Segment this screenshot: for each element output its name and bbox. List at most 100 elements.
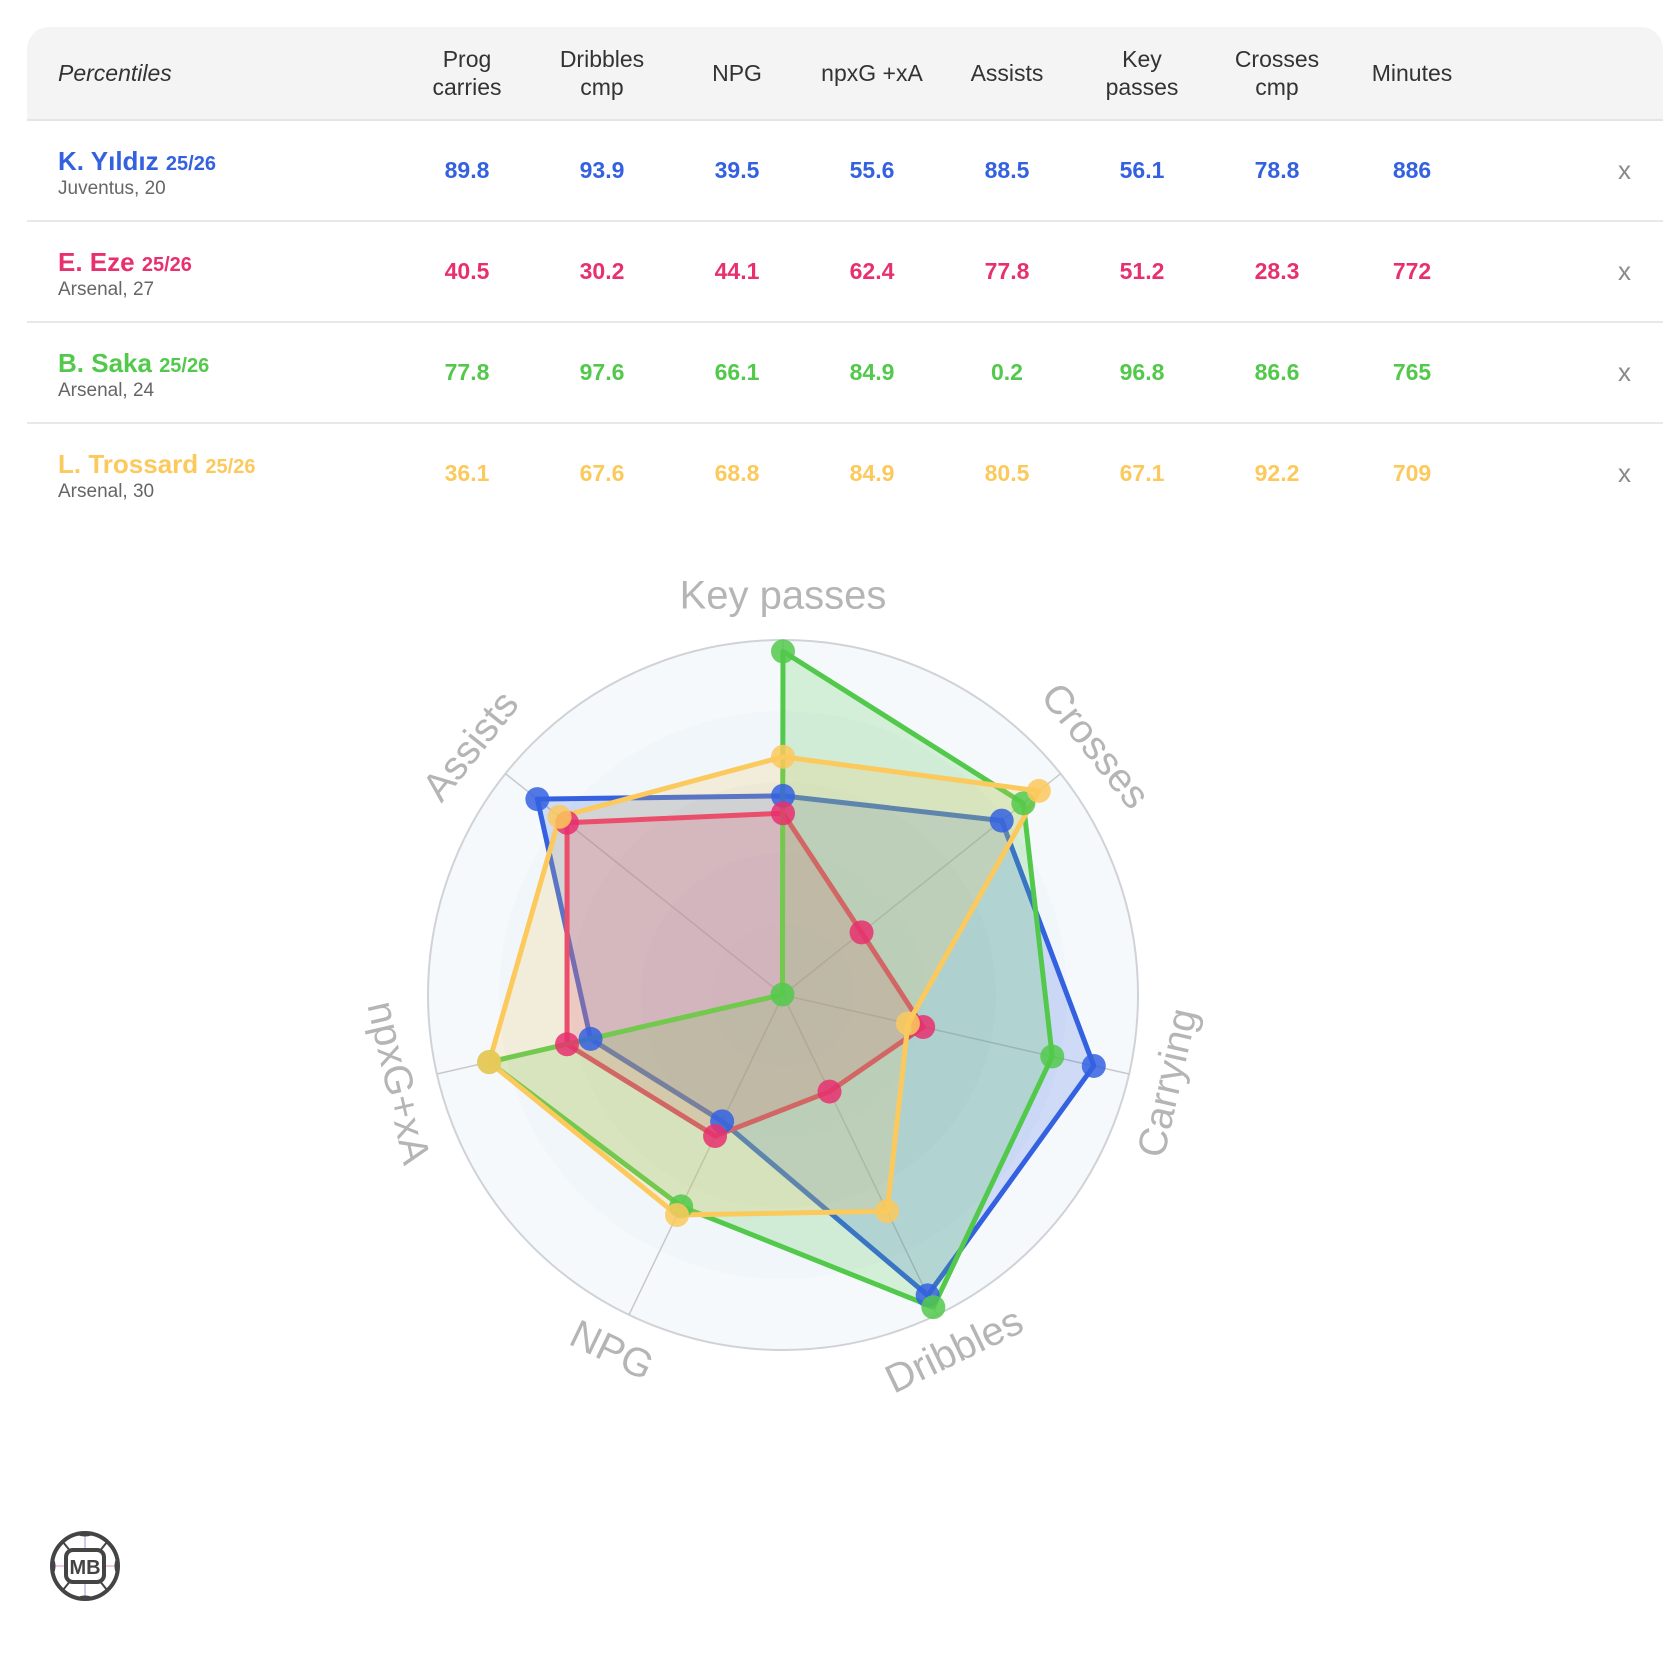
table-body: K. Yıldız 25/26 Juventus, 20 89.8 93.9 39.5 5… <box>27 121 1663 523</box>
column-header-label: Minutes <box>1371 60 1453 86</box>
column-header-label: npxG +xA <box>821 60 923 86</box>
column-header-minutes[interactable]: Minutes <box>1342 27 1482 119</box>
stat-value: 39.5 <box>714 157 760 183</box>
data-point[interactable] <box>875 1199 900 1224</box>
stat-value: 36.1 <box>444 460 490 486</box>
stat-value: 96.8 <box>1119 359 1165 385</box>
data-point[interactable] <box>665 1203 690 1228</box>
season-badge: 25/26 <box>205 456 256 478</box>
radar-chart: Key passes Crosses Carrying Dribbles NPG npxG… <box>0 560 1680 1520</box>
player-info[interactable]: L. Trossard 25/26 Arsenal, 30 <box>58 450 255 503</box>
stat-value: 77.8 <box>444 359 490 385</box>
player-info[interactable]: E. Eze 25/26 Arsenal, 27 <box>58 248 192 301</box>
data-point[interactable] <box>771 639 795 664</box>
player-name[interactable]: K. Yıldız 25/26 <box>58 146 216 176</box>
player-info[interactable]: B. Saka 25/26 Arsenal, 24 <box>58 349 209 402</box>
column-header-label: Prog carries <box>432 46 502 100</box>
series-area <box>534 793 1097 1298</box>
stat-value: 68.8 <box>714 460 760 486</box>
table-row: K. Yıldız 25/26 Juventus, 20 89.8 93.9 39.5 5… <box>27 121 1663 222</box>
column-header-npg[interactable]: NPG <box>667 27 807 119</box>
data-point[interactable] <box>547 804 572 829</box>
player-name[interactable]: B. Saka 25/26 <box>58 348 210 378</box>
table-row: B. Saka 25/26 Arsenal, 24 77.8 97.6 66.1 84.9… <box>27 323 1663 424</box>
stat-value: 30.2 <box>579 258 625 284</box>
stat-value: 86.6 <box>1254 359 1300 385</box>
data-point[interactable] <box>1026 778 1051 803</box>
data-point[interactable] <box>525 787 550 812</box>
data-point[interactable] <box>921 1295 946 1320</box>
player-name[interactable]: E. Eze 25/26 <box>58 247 192 277</box>
column-header-label: Crosses cmp <box>1234 46 1320 100</box>
stat-value: 80.5 <box>984 460 1030 486</box>
stat-value: 67.1 <box>1119 460 1165 486</box>
data-point[interactable] <box>817 1079 842 1104</box>
stat-value: 62.4 <box>849 258 895 284</box>
axis-label: Carrying <box>1129 1004 1206 1161</box>
stat-value: 44.1 <box>714 258 760 284</box>
axis-spoke <box>782 994 938 1316</box>
player-info[interactable]: K. Yıldız 25/26 Juventus, 20 <box>58 147 216 200</box>
stat-value: 97.6 <box>579 359 625 385</box>
column-header-label: Key passes <box>1105 46 1179 100</box>
table-row: L. Trossard 25/26 Arsenal, 30 36.1 67.6 68.8… <box>27 424 1663 523</box>
table-header: Percentiles Prog carries Dribbles cmp NPG … <box>27 27 1663 121</box>
column-header-npxg-xa[interactable]: npxG +xA <box>802 27 942 119</box>
series-area <box>486 754 1042 1218</box>
season-badge: 25/26 <box>159 355 210 377</box>
mb-logo: MB <box>49 1530 121 1602</box>
percentiles-table: Percentiles Prog carries Dribbles cmp NPG … <box>27 27 1663 523</box>
player-team-age: Arsenal, 24 <box>58 380 155 401</box>
player-team-age: Juventus, 20 <box>58 178 166 199</box>
stat-value: 92.2 <box>1254 460 1300 486</box>
axis-spoke <box>782 994 1130 1075</box>
stat-value: 886 <box>1392 157 1432 183</box>
column-header-dribbles-cmp[interactable]: Dribbles cmp <box>532 27 672 119</box>
data-point[interactable] <box>771 801 795 826</box>
data-point[interactable] <box>1040 1044 1065 1069</box>
player-name[interactable]: L. Trossard 25/26 <box>58 449 256 479</box>
stat-value: 55.6 <box>849 157 895 183</box>
stat-value: 93.9 <box>579 157 625 183</box>
data-point[interactable] <box>578 1026 603 1051</box>
stat-value: 0.2 <box>991 359 1023 385</box>
remove-player-button[interactable]: x <box>1618 256 1631 286</box>
data-point[interactable] <box>771 744 795 769</box>
column-header-prog-carries[interactable]: Prog carries <box>397 27 537 119</box>
stat-value: 765 <box>1392 359 1432 385</box>
data-point[interactable] <box>555 1032 580 1057</box>
table-row: E. Eze 25/26 Arsenal, 27 40.5 30.2 44.1 62.4 7… <box>27 222 1663 323</box>
soccer-ball-logo-icon: MB <box>50 1531 120 1601</box>
series-area <box>486 648 1055 1310</box>
stat-value: 67.6 <box>579 460 625 486</box>
stat-value: 56.1 <box>1119 157 1165 183</box>
stat-value: 78.8 <box>1254 157 1300 183</box>
remove-player-button[interactable]: x <box>1618 155 1631 185</box>
season-badge: 25/26 <box>165 153 216 175</box>
column-header-crosses-cmp[interactable]: Crosses cmp <box>1207 27 1347 119</box>
stat-value: 88.5 <box>984 157 1030 183</box>
column-header-assists[interactable]: Assists <box>937 27 1077 119</box>
column-header-label: Dribbles cmp <box>559 46 645 100</box>
data-point[interactable] <box>703 1124 728 1149</box>
stat-value: 51.2 <box>1119 258 1165 284</box>
remove-player-button[interactable]: x <box>1618 458 1631 488</box>
player-team-age: Arsenal, 30 <box>58 481 155 502</box>
data-point[interactable] <box>771 783 795 808</box>
data-point[interactable] <box>770 982 795 1007</box>
remove-player-button[interactable]: x <box>1618 357 1631 387</box>
stat-value: 66.1 <box>714 359 760 385</box>
stat-value: 89.8 <box>444 157 490 183</box>
stat-value: 40.5 <box>444 258 490 284</box>
svg-text:MB: MB <box>69 1557 100 1579</box>
column-header-key-passes[interactable]: Key passes <box>1072 27 1212 119</box>
data-point[interactable] <box>849 920 874 945</box>
data-point[interactable] <box>895 1011 920 1036</box>
stat-value: 772 <box>1392 258 1432 284</box>
data-point[interactable] <box>1081 1053 1106 1078</box>
axis-spoke <box>628 994 784 1316</box>
stat-value: 709 <box>1392 460 1432 486</box>
data-point[interactable] <box>477 1050 502 1075</box>
axis-label: Key passes <box>680 574 887 618</box>
data-point[interactable] <box>989 808 1014 833</box>
